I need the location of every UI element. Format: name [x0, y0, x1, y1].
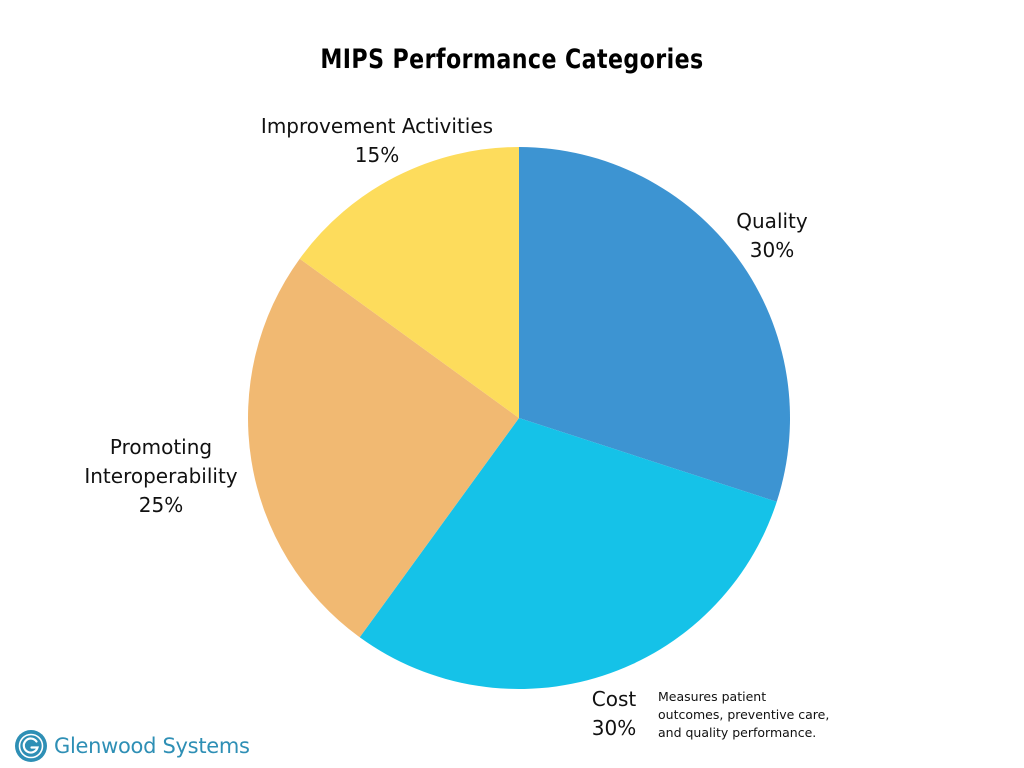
- pie-slice-quality: [519, 147, 790, 502]
- annotation-line: and quality performance.: [658, 725, 817, 740]
- slice-value-label: 25%: [139, 493, 183, 517]
- brand-logo: Glenwood Systems: [14, 728, 250, 764]
- slice-label-group: Promoting Interoperability 25%: [84, 435, 237, 517]
- pie-labels: Quality 30% Cost 30% Promoting Interoperabili…: [84, 114, 808, 740]
- slice-value-label: 30%: [750, 238, 794, 262]
- annotation-line: outcomes, preventive care,: [658, 707, 830, 722]
- slice-name-label: Quality: [736, 209, 808, 233]
- brand-name: Glenwood Systems: [54, 734, 250, 758]
- slice-label-group: Cost 30%: [592, 687, 637, 740]
- circled-g-icon: [15, 730, 47, 762]
- pie-slice-improvement-activities: [299, 147, 519, 418]
- slice-name-label: Promoting: [110, 435, 212, 459]
- annotation-line: Measures patient: [658, 689, 767, 704]
- slice-value-label: 30%: [592, 716, 636, 740]
- slice-name-label: Cost: [592, 687, 637, 711]
- slice-label-group: Improvement Activities 15%: [261, 114, 493, 167]
- chart-title: MIPS Performance Categories: [320, 44, 704, 75]
- pie-slices: [248, 147, 790, 689]
- slice-name-label: Improvement Activities: [261, 114, 493, 138]
- chart-annotation: Measures patient outcomes, preventive ca…: [658, 688, 858, 742]
- pie-slice-promoting-interoperability: [248, 258, 520, 638]
- pie-slice-cost: [359, 418, 777, 689]
- slice-value-label: 15%: [355, 143, 399, 167]
- slice-label-group: Quality 30%: [736, 209, 808, 262]
- slice-name-label: Interoperability: [84, 464, 237, 488]
